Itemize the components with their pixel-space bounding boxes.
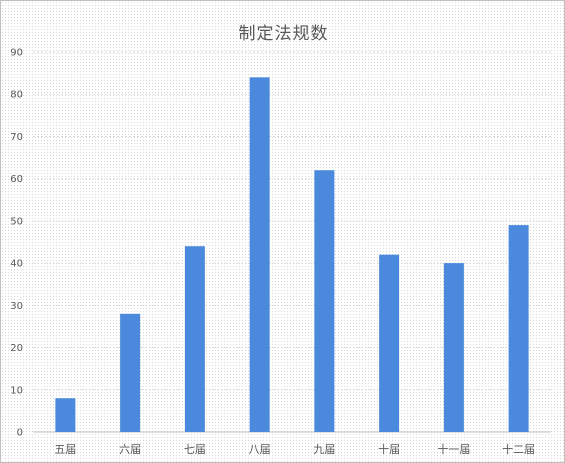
gridlines bbox=[33, 51, 551, 433]
x-axis: 五届 六届 七届 八届 九届 十届 十一届 十二届 bbox=[54, 442, 535, 456]
y-tick-label: 30 bbox=[10, 301, 23, 312]
chart-title: 制定法规数 bbox=[238, 24, 329, 44]
bar bbox=[443, 263, 464, 432]
x-tick-label: 八届 bbox=[249, 443, 271, 456]
bar bbox=[55, 398, 76, 432]
y-tick-label: 80 bbox=[10, 90, 23, 101]
x-tick-label: 六届 bbox=[119, 443, 141, 456]
x-tick-label: 十二届 bbox=[502, 442, 535, 456]
x-tick-label: 七届 bbox=[184, 443, 206, 456]
y-tick-label: 20 bbox=[10, 343, 23, 354]
y-tick-label: 50 bbox=[10, 216, 23, 227]
y-tick-label: 10 bbox=[10, 385, 23, 396]
bar bbox=[184, 246, 205, 432]
y-tick-label: 0 bbox=[17, 428, 23, 439]
bar bbox=[379, 254, 400, 432]
x-tick-label: 十届 bbox=[378, 442, 400, 456]
bar bbox=[314, 170, 335, 432]
y-tick-label: 90 bbox=[10, 48, 23, 59]
x-tick-label: 五届 bbox=[54, 443, 76, 456]
bar bbox=[120, 313, 141, 432]
x-tick-label: 十一届 bbox=[437, 442, 470, 456]
bars bbox=[55, 77, 529, 432]
bar bbox=[249, 77, 270, 432]
y-axis: 0 10 20 30 40 50 60 70 80 90 bbox=[10, 48, 23, 439]
y-tick-label: 60 bbox=[10, 174, 23, 185]
bar bbox=[508, 225, 529, 432]
x-tick-label: 九届 bbox=[313, 443, 335, 456]
y-tick-label: 70 bbox=[10, 132, 23, 143]
y-tick-label: 40 bbox=[10, 259, 23, 270]
